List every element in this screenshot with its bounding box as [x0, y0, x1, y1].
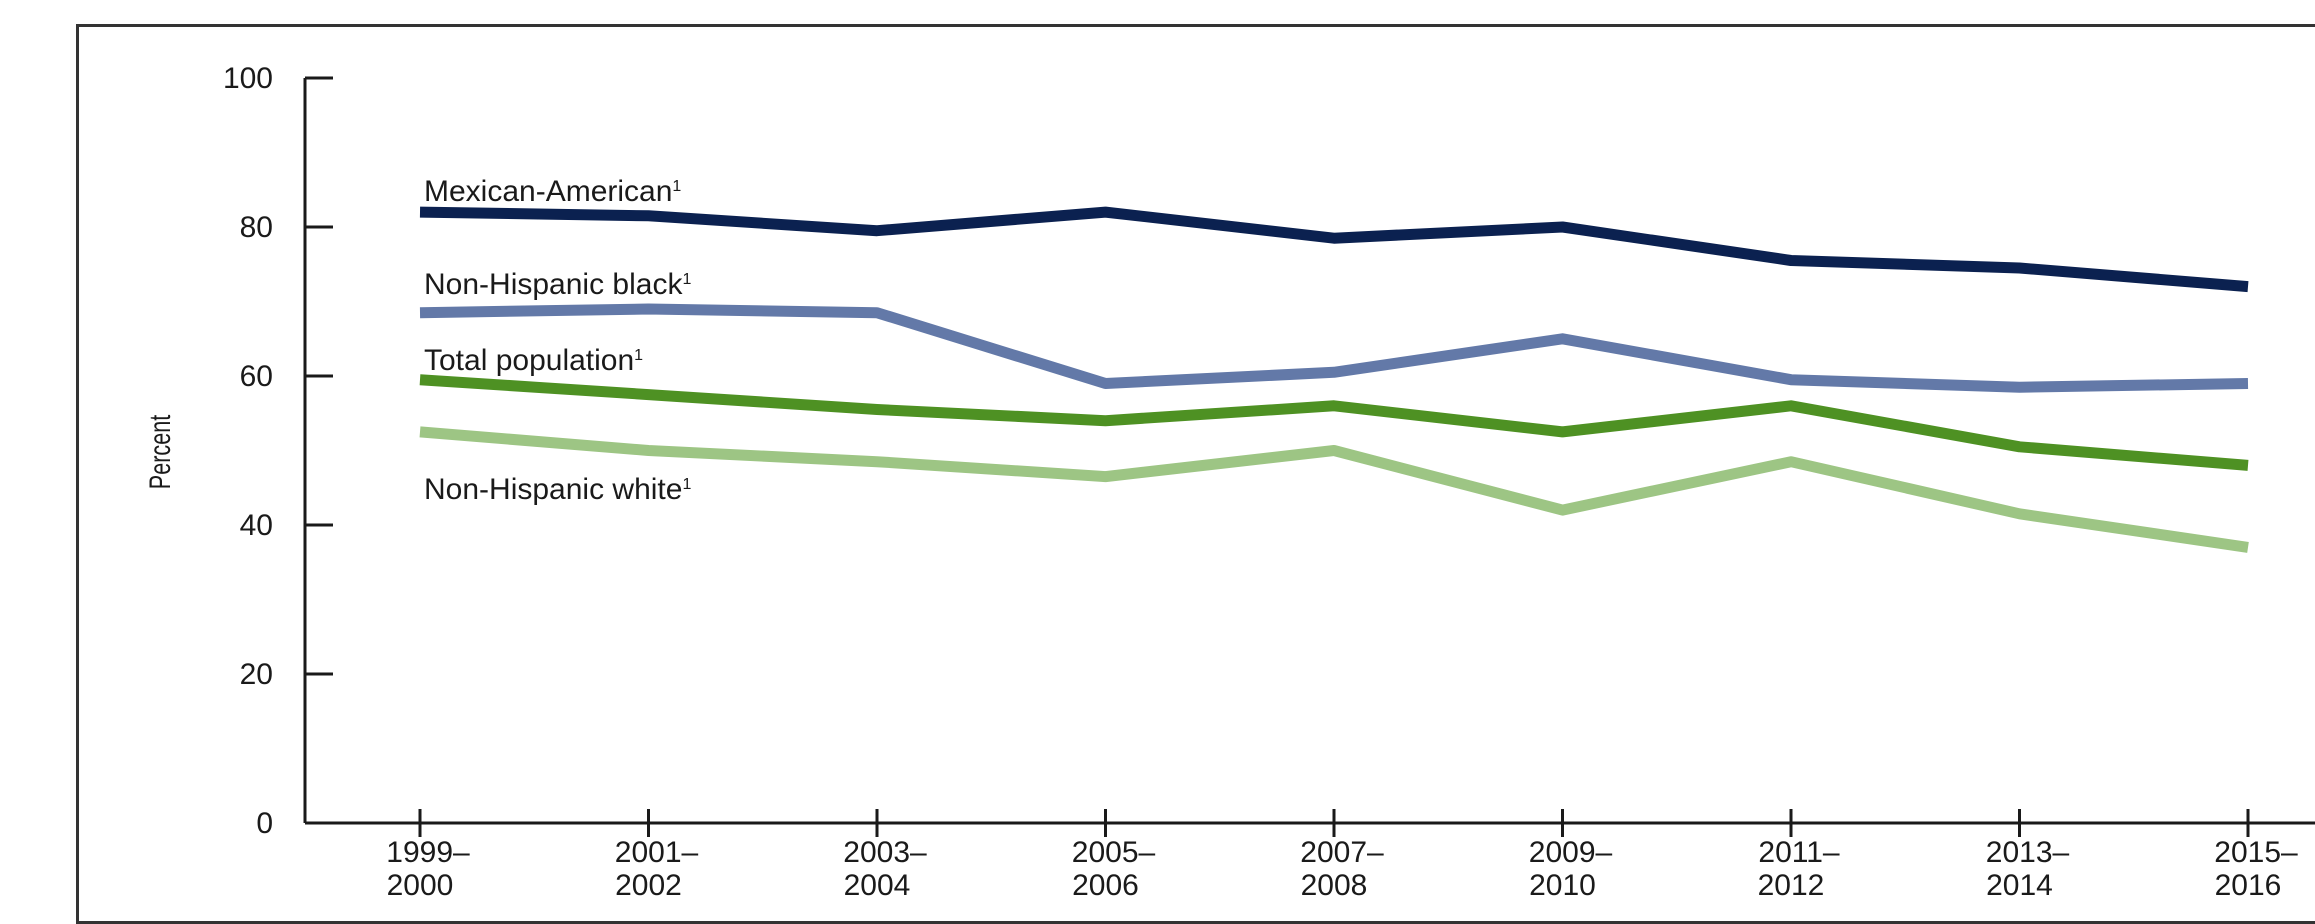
series-line-mexican-american	[419, 206, 2249, 293]
x-tick-label: 2011–	[1758, 836, 1840, 869]
footnote-marker: 1	[682, 476, 691, 493]
x-tick-label: 2005–	[1072, 836, 1156, 869]
x-tick-label: 2012	[1758, 869, 1825, 902]
x-tick-label: 2014	[1986, 869, 2053, 902]
x-tick-label: 2002	[615, 869, 682, 902]
x-tick-label: 1999–	[386, 836, 470, 869]
series-name: Mexican-American	[424, 175, 672, 208]
x-tick-label: 2003–	[843, 836, 927, 869]
series-line-non-hispanic-white	[419, 426, 2249, 553]
series-label: Non-Hispanic white1	[424, 473, 691, 506]
y-tick-label: 60	[240, 360, 273, 393]
axes	[303, 78, 2315, 825]
footnote-marker: 1	[682, 271, 691, 288]
x-tick-label: 2004	[844, 869, 911, 902]
y-tick-label: 100	[223, 62, 273, 95]
x-tick-label: 2007–	[1300, 836, 1384, 869]
series-name: Non-Hispanic white	[424, 473, 682, 506]
y-ticks: 0 20 40 60 80 100	[223, 62, 333, 840]
series-lines	[419, 206, 2249, 553]
series-label: Total population1	[424, 344, 643, 377]
x-tick-label: 2001–	[615, 836, 699, 869]
x-tick-label: 2016	[2215, 869, 2282, 902]
x-tick-label: 2000	[387, 869, 454, 902]
x-tick-label: 2013–	[1986, 836, 2070, 869]
x-tick-label: 2006	[1072, 869, 1139, 902]
y-tick-label: 20	[240, 658, 273, 691]
footnote-marker: 1	[672, 178, 681, 195]
x-tick-label: 2008	[1301, 869, 1368, 902]
series-label: Mexican-American1	[424, 175, 681, 208]
y-tick-label: 0	[256, 807, 273, 840]
series-name: Non-Hispanic black	[424, 268, 683, 301]
x-tick-label: 2009–	[1529, 836, 1613, 869]
series-line-total-population	[419, 374, 2249, 471]
series-label: Non-Hispanic black1	[424, 268, 691, 301]
series-line-non-hispanic-black	[419, 303, 2249, 393]
x-tick-label: 2015–	[2214, 836, 2298, 869]
y-tick-label: 40	[240, 509, 273, 542]
y-axis-label: Percent	[142, 414, 176, 489]
series-name: Total population	[424, 344, 634, 377]
x-ticks: 1999–2000 2001–2002 2003–2004 2005–2006 2007…	[386, 809, 2298, 902]
y-tick-label: 80	[240, 211, 273, 244]
footnote-marker: 1	[634, 347, 643, 364]
x-tick-label: 2010	[1529, 869, 1596, 902]
